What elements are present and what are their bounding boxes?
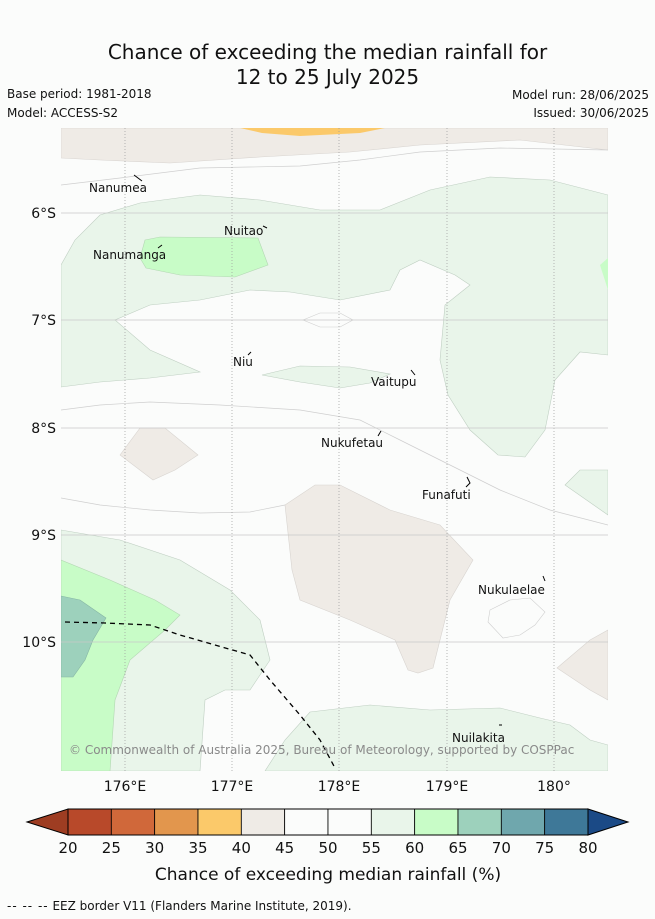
island-label-nanumea: Nanumea xyxy=(89,181,147,195)
lat-tick-label: 8°S xyxy=(31,421,56,437)
lon-tick-label: 178°E xyxy=(318,779,361,795)
latitude-axis: 6°S 7°S 8°S 9°S 10°S xyxy=(22,206,56,651)
colorbar-low-extension xyxy=(25,808,69,836)
lat-tick-label: 6°S xyxy=(31,206,56,222)
colorbar: 20 25 30 35 40 45 50 55 60 65 70 75 80 Chance of exc… xyxy=(25,808,630,885)
colorbar-tick-label: 60 xyxy=(405,839,424,857)
latitude-gridlines xyxy=(61,212,608,643)
lon-tick-label: 176°E xyxy=(104,779,147,795)
model-run-text: Model run: 28/06/2025 xyxy=(511,88,649,102)
eez-legend-text: EEZ border V11 (Flanders Marine Institut… xyxy=(52,899,352,913)
colorbar-tick-label: 70 xyxy=(492,839,511,857)
contour-fields: Nanumea Nuitao Nanumanga Niu Vaitupu Nuk… xyxy=(61,128,608,771)
colorbar-frame xyxy=(67,808,589,836)
colorbar-cell xyxy=(327,808,372,836)
title-line-1: Chance of exceeding the median rainfall … xyxy=(107,40,548,64)
colorbar-cell xyxy=(154,808,199,836)
colorbar-tick-label: 50 xyxy=(318,839,337,857)
colorbar-cell xyxy=(67,808,112,836)
colorbar-cell xyxy=(457,808,502,836)
colorbar-tick-label: 80 xyxy=(578,839,597,857)
colorbar-label: Chance of exceeding median rainfall (%) xyxy=(155,865,501,885)
colorbar-cell xyxy=(284,808,329,836)
colorbar-tick-label: 45 xyxy=(275,839,294,857)
title-line-2: 12 to 25 July 2025 xyxy=(235,65,420,89)
colorbar-cell xyxy=(110,808,156,836)
colorbar-tick-label: 75 xyxy=(535,839,554,857)
colorbar-high-extension xyxy=(587,808,630,836)
copyright-notice: © Commonwealth of Australia 2025, Bureau… xyxy=(69,743,574,757)
base-period-text: Base period: 1981-2018 xyxy=(7,87,152,101)
lon-tick-label: 177°E xyxy=(211,779,254,795)
island-label-nanumanga: Nanumanga xyxy=(93,248,166,262)
colorbar-cell xyxy=(240,808,286,836)
eez-legend-dash: -- -- -- xyxy=(7,899,49,913)
island-label-vaitupu: Vaitupu xyxy=(371,375,417,389)
colorbar-tick-label: 65 xyxy=(448,839,467,857)
lat-tick-label: 10°S xyxy=(22,635,56,651)
model-text: Model: ACCESS-S2 xyxy=(7,106,119,120)
longitude-gridlines xyxy=(124,128,555,771)
island-shapes xyxy=(133,174,546,726)
chart-title: Chance of exceeding the median rainfall … xyxy=(0,40,655,90)
colorbar-cell xyxy=(197,808,242,836)
colorbar-tick-label: 35 xyxy=(188,839,207,857)
colorbar-tick-label: 40 xyxy=(232,839,251,857)
island-label-niu: Niu xyxy=(233,355,253,369)
lon-tick-label: 180° xyxy=(537,779,571,795)
eez-border xyxy=(64,621,336,769)
issued-text: Issued: 30/06/2025 xyxy=(533,106,649,120)
colorbar-tick-label: 20 xyxy=(58,839,77,857)
longitude-axis: 176°E 177°E 178°E 179°E 180° xyxy=(104,779,571,795)
island-label-nuilakita: Nuilakita xyxy=(452,731,505,745)
lat-tick-label: 9°S xyxy=(31,528,56,544)
island-label-nuitao: Nuitao xyxy=(224,224,263,238)
island-label-nukufetau: Nukufetau xyxy=(321,436,383,450)
colorbar-cell xyxy=(370,808,416,836)
colorbar-cell xyxy=(500,808,546,836)
island-label-funafuti: Funafuti xyxy=(422,488,471,502)
lon-tick-label: 179°E xyxy=(426,779,469,795)
lat-tick-label: 7°S xyxy=(31,313,56,329)
colorbar-tick-label: 30 xyxy=(145,839,164,857)
colorbar-cell xyxy=(544,808,589,836)
colorbar-tick-label: 55 xyxy=(362,839,381,857)
colorbar-cell xyxy=(414,808,459,836)
eez-legend: -- -- -- EEZ border V11 (Flanders Marine… xyxy=(7,899,352,913)
island-label-nukulaelae: Nukulaelae xyxy=(478,583,545,597)
colorbar-tick-label: 25 xyxy=(102,839,121,857)
